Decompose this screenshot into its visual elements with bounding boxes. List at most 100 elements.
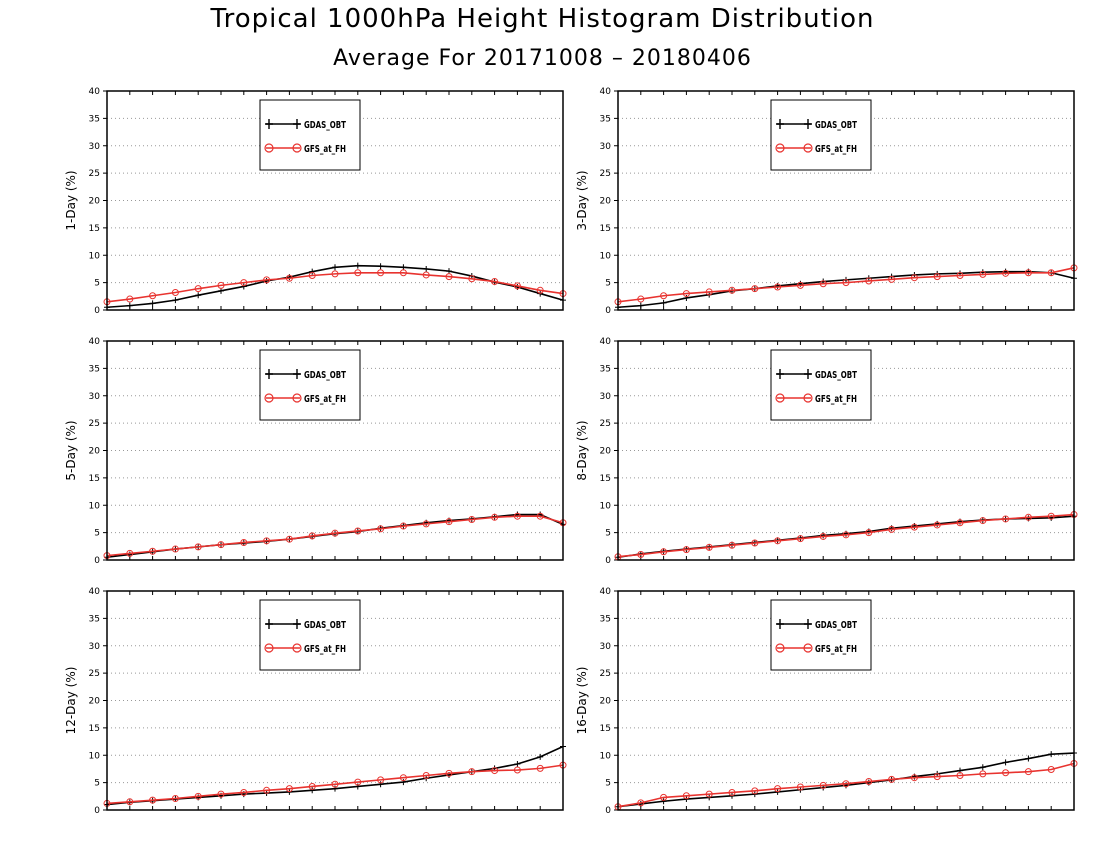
data-point: [377, 269, 385, 277]
data-point: [240, 283, 247, 290]
y-tick-label: 35: [600, 364, 611, 374]
data-point: [423, 265, 430, 272]
data-point: [332, 785, 338, 792]
legend-marker: [264, 143, 274, 153]
y-tick-label: 35: [600, 114, 611, 124]
data-point: [933, 273, 941, 281]
data-point: [217, 790, 225, 798]
y-tick-label: 35: [89, 364, 100, 374]
y-tick-label: 40: [600, 587, 612, 597]
y-axis-label: 3-Day (%): [575, 170, 589, 230]
data-point: [331, 780, 339, 788]
data-point: [354, 778, 362, 786]
data-point: [240, 538, 248, 546]
data-point: [774, 785, 782, 793]
series-line-2: [106, 515, 564, 557]
y-tick-label: 10: [600, 501, 612, 511]
data-point: [910, 274, 918, 282]
data-point: [399, 269, 407, 277]
data-point: [637, 551, 645, 559]
data-point: [1025, 755, 1032, 762]
plot-frame: [106, 90, 564, 311]
y-tick-label: 5: [94, 779, 100, 789]
plot-frame: [106, 340, 564, 561]
data-point: [865, 529, 873, 537]
data-point: [491, 278, 499, 286]
legend-label: GDAS_OBT: [304, 370, 347, 381]
data-point: [728, 788, 736, 796]
data-point: [1047, 512, 1055, 520]
data-point: [399, 522, 407, 530]
plot-frame: [617, 90, 1075, 311]
data-point: [728, 541, 736, 549]
y-tick-label: 25: [89, 669, 100, 679]
panel-4: 0 5 10 15 20 25 30 35 40 8-Day (%) GDAS_OBT GFS_at_…: [575, 337, 1078, 566]
data-point: [537, 753, 544, 760]
y-tick-label: 40: [600, 337, 612, 347]
data-point: [513, 282, 521, 290]
data-point: [660, 299, 667, 306]
y-tick-label: 0: [605, 556, 611, 566]
panel-6: 0 5 10 15 20 25 30 35 40 16-Day (%) GDAS_OBT GFS_at…: [575, 587, 1078, 816]
data-point: [308, 532, 316, 540]
data-point: [331, 270, 339, 278]
data-point: [240, 279, 248, 287]
data-point: [149, 300, 156, 307]
legend-marker: [804, 369, 812, 379]
data-point: [728, 286, 736, 294]
data-point: [1047, 269, 1055, 277]
data-point: [796, 783, 804, 791]
legend-label: GDAS_OBT: [815, 120, 858, 131]
legend-marker: [776, 119, 784, 129]
legend-box: [770, 349, 872, 421]
legend-label: GDAS_OBT: [304, 120, 347, 131]
data-point: [491, 513, 499, 521]
data-point: [195, 292, 202, 299]
y-tick-label: 35: [89, 114, 100, 124]
legend-marker: [804, 619, 812, 629]
data-point: [331, 529, 339, 537]
y-tick-label: 35: [600, 614, 611, 624]
data-point: [513, 766, 521, 774]
data-point: [1002, 515, 1010, 523]
data-point: [308, 782, 316, 790]
plot-frame: [617, 590, 1075, 811]
legend-box: [770, 99, 872, 171]
plot-frame: [617, 340, 1075, 561]
data-point: [910, 774, 918, 782]
data-point: [126, 302, 133, 309]
data-point: [445, 273, 453, 281]
data-point: [194, 792, 202, 800]
data-point: [1024, 269, 1032, 277]
y-tick-label: 25: [89, 169, 100, 179]
data-point: [683, 294, 690, 301]
data-point: [309, 787, 316, 794]
y-tick-label: 30: [89, 142, 101, 152]
data-point: [422, 772, 430, 780]
y-axis-label: 5-Day (%): [64, 420, 78, 480]
data-point: [865, 778, 873, 786]
data-point: [705, 288, 713, 296]
data-point: [285, 785, 293, 793]
legend-marker: [292, 393, 302, 403]
y-tick-label: 20: [89, 447, 101, 457]
data-point: [774, 537, 782, 545]
y-tick-label: 20: [89, 197, 101, 207]
data-point: [263, 786, 271, 794]
data-point: [194, 285, 202, 293]
data-point: [682, 290, 690, 298]
data-point: [217, 281, 225, 289]
panel-3: 0 5 10 15 20 25 30 35 40 5-Day (%) GDAS_OBT GFS_at_…: [64, 337, 567, 566]
data-point: [1024, 513, 1032, 521]
y-tick-label: 40: [600, 87, 612, 97]
y-tick-label: 15: [89, 224, 100, 234]
y-tick-label: 20: [600, 197, 612, 207]
data-point: [468, 768, 476, 776]
data-point: [637, 302, 644, 309]
y-tick-label: 30: [89, 392, 101, 402]
data-point: [956, 272, 964, 280]
y-axis-label: 12-Day (%): [64, 667, 78, 735]
y-tick-label: 15: [600, 224, 611, 234]
panel-5: 0 5 10 15 20 25 30 35 40 12-Day (%) GDAS_OBT GFS_at…: [64, 587, 567, 816]
data-point: [682, 792, 690, 800]
